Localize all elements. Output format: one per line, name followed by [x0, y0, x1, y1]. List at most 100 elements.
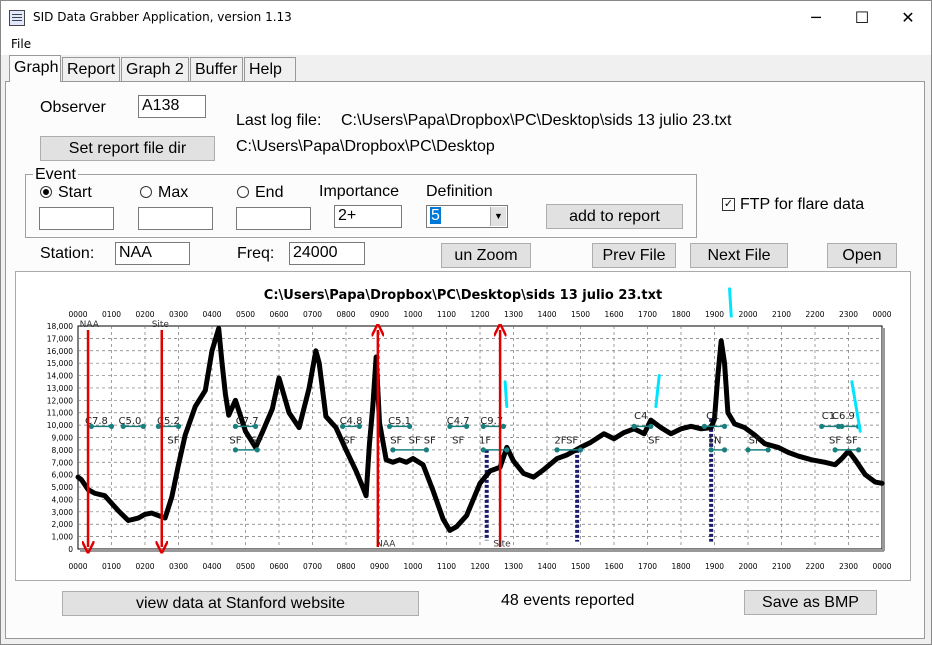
x-tick-label-bottom: 1800: [671, 562, 690, 571]
y-tick-label: 4,000: [52, 495, 74, 504]
x-tick-label-top: 0400: [202, 310, 221, 319]
x-tick-label-top: 1800: [671, 310, 690, 319]
event-marker-start: [120, 423, 126, 429]
observer-field[interactable]: A138: [138, 95, 206, 118]
start-radio[interactable]: [40, 186, 52, 198]
ftp-checkbox[interactable]: ✓: [722, 198, 735, 211]
event-annotation: SF: [648, 436, 660, 447]
y-tick-label: 18,000: [47, 322, 73, 331]
x-tick-label-top: 0300: [169, 310, 188, 319]
plot-shadow-right: [882, 328, 885, 551]
title-bar: SID Data Grabber Application, version 1.…: [1, 1, 931, 35]
event-marker-start: [819, 423, 825, 429]
end-radio[interactable]: [237, 186, 249, 198]
maximize-button[interactable]: ☐: [854, 8, 870, 27]
x-tick-label-bottom: 1400: [537, 562, 556, 571]
add-to-report-button[interactable]: add to report: [546, 204, 683, 229]
event-group-label: Event: [33, 166, 78, 184]
event-marker-start: [447, 423, 453, 429]
plot-shadow-bottom: [80, 549, 884, 552]
x-tick-label-bottom: 0700: [303, 562, 322, 571]
station-label: Station:: [40, 245, 95, 262]
x-tick-label-top: 1500: [571, 310, 590, 319]
chevron-down-icon[interactable]: ▼: [490, 207, 506, 226]
last-log-label: Last log file:: [236, 112, 322, 129]
freq-field[interactable]: 24000: [289, 242, 365, 265]
y-tick-label: 0: [68, 545, 73, 554]
event-annotation: C1: [706, 411, 719, 422]
tab-help[interactable]: Help: [244, 57, 296, 81]
next-file-button[interactable]: Next File: [690, 243, 788, 268]
y-tick-label: 14,000: [47, 372, 73, 381]
x-tick-label-bottom: 0800: [336, 562, 355, 571]
sid-chart[interactable]: C:\Users\Papa\Dropbox\PC\Desktop\sids 13…: [15, 271, 911, 581]
end-field[interactable]: [236, 207, 311, 230]
minimize-button[interactable]: ─: [811, 8, 821, 27]
x-tick-label-bottom: 0000: [872, 562, 891, 571]
x-tick-label-top: 1900: [705, 310, 724, 319]
event-annotation: C4.8: [340, 416, 363, 427]
window-title: SID Data Grabber Application, version 1.…: [33, 10, 292, 24]
view-stanford-button[interactable]: view data at Stanford website: [62, 591, 419, 616]
x-tick-label-bottom: 1000: [403, 562, 422, 571]
x-tick-label-top: 0800: [336, 310, 355, 319]
event-annotation: SF: [424, 436, 436, 447]
menu-bar: File: [1, 35, 931, 55]
event-annotation: SF: [846, 436, 858, 447]
menu-file[interactable]: File: [11, 37, 32, 51]
event-marker-start: [340, 423, 346, 429]
flare-mark: [728, 287, 733, 318]
tab-report[interactable]: Report: [62, 57, 120, 81]
y-tick-label: 13,000: [47, 384, 73, 393]
importance-field[interactable]: 2+: [334, 205, 402, 228]
event-marker-end: [855, 447, 862, 453]
event-marker-start: [701, 423, 708, 429]
signal-line: [75, 325, 885, 533]
y-tick-label: 17,000: [47, 334, 73, 343]
max-field[interactable]: [138, 207, 213, 230]
event-marker-start: [832, 447, 838, 453]
x-tick-label-bottom: 1700: [638, 562, 657, 571]
event-annotation: C4: [634, 411, 647, 422]
prev-file-button[interactable]: Prev File: [592, 243, 676, 268]
event-marker-start: [554, 447, 560, 453]
ftp-label: FTP for flare data: [740, 196, 865, 213]
max-radio[interactable]: [140, 186, 152, 198]
set-report-dir-button[interactable]: Set report file dir: [40, 136, 215, 161]
tab-buffer[interactable]: Buffer: [190, 57, 243, 81]
event-annotation: C7.8: [85, 416, 108, 427]
event-annotation: 1N: [708, 436, 722, 447]
x-tick-label-top: 0600: [269, 310, 288, 319]
event-marker-start: [232, 447, 239, 453]
event-annotation: C1: [822, 411, 835, 422]
event-marker-end: [464, 423, 470, 429]
event-group: [25, 174, 697, 238]
event-marker-end: [500, 423, 507, 429]
event-annotation: SF: [566, 436, 578, 447]
tab-graph-2[interactable]: Graph 2: [121, 57, 189, 81]
start-field[interactable]: [39, 207, 114, 230]
event-marker-end: [252, 423, 259, 429]
event-annotation: 2F: [554, 436, 566, 447]
freq-label: Freq:: [237, 245, 275, 262]
y-tick-label: 15,000: [47, 359, 73, 368]
x-tick-label-top: 1300: [504, 310, 523, 319]
tab-graph[interactable]: Graph: [9, 55, 61, 82]
x-tick-label-top: 0200: [135, 310, 154, 319]
save-bmp-button[interactable]: Save as BMP: [744, 590, 877, 615]
event-annotation: SF: [452, 436, 464, 447]
event-marker-end: [577, 447, 584, 453]
definition-select[interactable]: 5 ▼: [426, 205, 508, 228]
x-tick-label-bottom: 0500: [236, 562, 255, 571]
open-button[interactable]: Open: [827, 243, 897, 268]
event-marker-end: [504, 447, 510, 453]
station-field[interactable]: NAA: [115, 242, 190, 265]
unzoom-button[interactable]: un Zoom: [441, 243, 531, 268]
x-tick-label-bottom: 0900: [370, 562, 389, 571]
event-marker-end: [407, 423, 413, 429]
x-tick-label-top: 1600: [604, 310, 623, 319]
x-tick-label-top: 0500: [236, 310, 255, 319]
event-marker-end: [356, 423, 362, 429]
close-button[interactable]: ✕: [901, 8, 915, 27]
